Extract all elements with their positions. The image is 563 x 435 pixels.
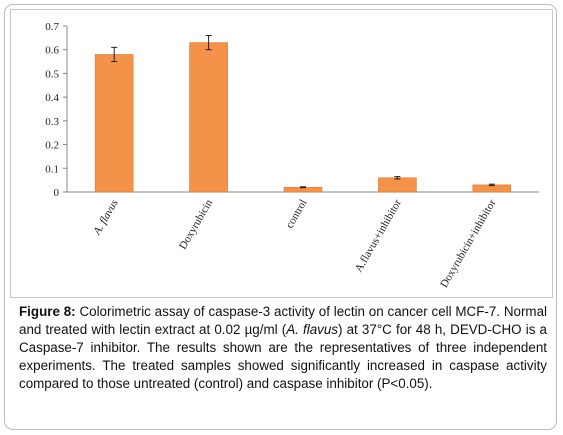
error-bar <box>488 183 495 187</box>
y-tick-label: 0.4 <box>45 92 59 104</box>
figure-label: Figure 8: <box>19 304 76 319</box>
y-tick-label: 0.7 <box>45 21 59 33</box>
caption-text-part-2: ) at 37°C for 48 h, DEVD-CHO is a Caspas… <box>19 322 547 391</box>
bar-chart: 0 0.1 0.2 0.3 0.4 0.5 0.6 0.7 A. flavus Doxyrubi… <box>45 21 539 290</box>
y-tick-label: 0.6 <box>45 45 59 57</box>
error-bars <box>111 34 495 189</box>
y-tick-label: 0.2 <box>45 140 59 152</box>
error-bar <box>300 186 306 189</box>
x-tick-labels: A. flavus Doxyrubicin control A.flavus+inhi… <box>91 197 499 290</box>
y-tick-label: 0.1 <box>45 163 59 175</box>
caption-text-part-1: Colorimetric assay of caspase-3 activity… <box>19 304 547 337</box>
error-bar <box>205 34 212 51</box>
y-tick-label: 0.5 <box>45 68 59 80</box>
bar-series <box>94 42 512 193</box>
x-tick-label: A.flavus+inhibitor <box>353 197 404 274</box>
bar <box>378 177 417 193</box>
figure-caption: Figure 8: Colorimetric assay of caspase-… <box>19 303 547 393</box>
y-tick-label: 0 <box>54 187 60 199</box>
bar <box>94 54 134 193</box>
x-tick-label: A. flavus <box>91 198 121 238</box>
chart-axes <box>63 25 539 193</box>
figure-frame <box>4 4 557 430</box>
x-tick-label: Doxyrubicin+inhibitor <box>438 197 498 290</box>
error-bar <box>394 176 401 180</box>
caption-species-name: A. flavus <box>286 322 338 337</box>
error-bar <box>111 46 118 63</box>
y-tick-label: 0.3 <box>45 116 59 128</box>
y-tick-labels: 0 0.1 0.2 0.3 0.4 0.5 0.6 0.7 <box>45 21 59 199</box>
bar <box>189 42 228 193</box>
x-tick-label: control <box>284 198 310 231</box>
x-tick-label: Doxyrubicin <box>177 197 215 252</box>
chart-area: 0 0.1 0.2 0.3 0.4 0.5 0.6 0.7 A. flavus Doxyrubi… <box>10 9 553 298</box>
